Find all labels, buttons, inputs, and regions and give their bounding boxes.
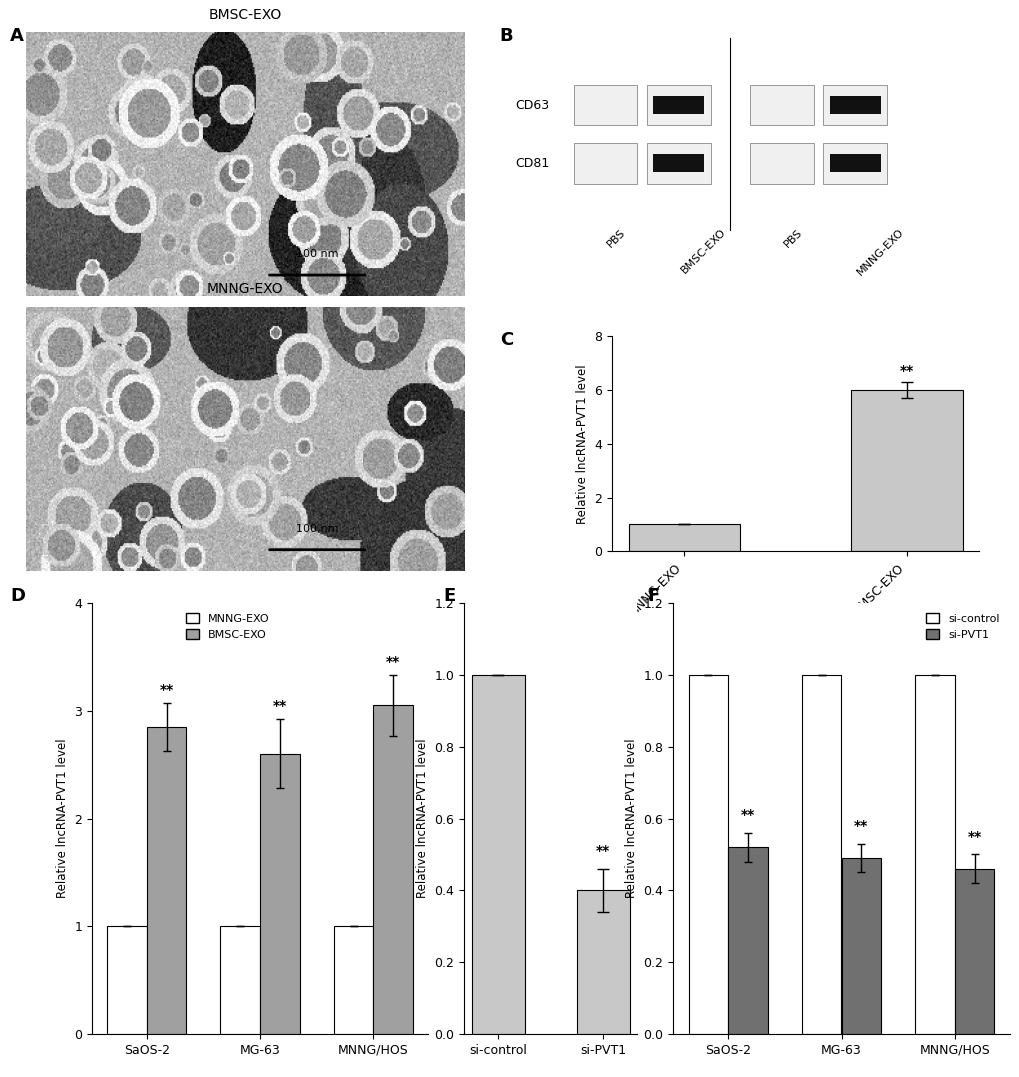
Text: **: **	[596, 844, 610, 858]
Bar	[646, 143, 710, 183]
Bar	[333, 926, 373, 1034]
Text: CD63: CD63	[515, 98, 548, 112]
Bar	[841, 858, 880, 1034]
Text: BMSC-EXO: BMSC-EXO	[208, 8, 281, 22]
Bar	[914, 675, 954, 1034]
Text: E: E	[443, 587, 455, 605]
Text: **: **	[740, 808, 754, 822]
Bar	[260, 754, 300, 1034]
Bar	[822, 85, 887, 125]
Text: **: **	[967, 829, 981, 843]
Legend: MNNG-EXO, BMSC-EXO: MNNG-EXO, BMSC-EXO	[181, 609, 274, 645]
Y-axis label: Relative lncRNA-PVT1 level: Relative lncRNA-PVT1 level	[416, 739, 428, 898]
Text: C: C	[499, 331, 513, 349]
Bar	[573, 143, 637, 183]
Bar	[107, 926, 147, 1034]
Bar	[653, 154, 704, 172]
Text: **: **	[899, 364, 913, 378]
Text: PBS: PBS	[781, 227, 803, 249]
Text: 100 nm: 100 nm	[296, 249, 338, 260]
Bar	[573, 85, 637, 125]
Bar	[577, 891, 629, 1034]
Text: D: D	[10, 587, 25, 605]
Bar	[646, 85, 710, 125]
Text: PBS: PBS	[605, 227, 627, 249]
Bar	[628, 524, 739, 551]
Text: **: **	[853, 819, 867, 833]
Text: BMSC-EXO: BMSC-EXO	[679, 227, 727, 276]
Bar	[728, 848, 767, 1034]
Bar	[822, 143, 887, 183]
Bar	[954, 869, 994, 1034]
Text: A: A	[10, 27, 24, 45]
Text: F: F	[647, 587, 659, 605]
Bar	[749, 85, 813, 125]
Text: **: **	[272, 699, 286, 713]
Text: **: **	[159, 683, 173, 697]
Text: **: **	[386, 655, 400, 669]
Bar	[373, 705, 413, 1034]
Bar	[653, 96, 704, 114]
Y-axis label: Relative lncRNA-PVT1 level: Relative lncRNA-PVT1 level	[575, 364, 588, 523]
Bar	[828, 154, 879, 172]
Bar	[801, 675, 841, 1034]
Bar	[220, 926, 260, 1034]
Text: MNNG-EXO: MNNG-EXO	[206, 282, 283, 296]
Y-axis label: Relative lncRNA-PVT1 level: Relative lncRNA-PVT1 level	[55, 739, 68, 898]
Text: CD81: CD81	[515, 156, 548, 170]
Bar	[147, 727, 186, 1034]
Bar	[828, 96, 879, 114]
Bar	[688, 675, 728, 1034]
Text: MNNG-EXO: MNNG-EXO	[854, 227, 905, 278]
Bar	[851, 390, 962, 551]
Text: 100 nm: 100 nm	[296, 523, 338, 534]
Text: B: B	[499, 27, 513, 45]
Bar	[472, 675, 524, 1034]
Y-axis label: Relative lncRNA-PVT1 level: Relative lncRNA-PVT1 level	[625, 739, 637, 898]
Legend: si-control, si-PVT1: si-control, si-PVT1	[921, 609, 1004, 645]
Bar	[749, 143, 813, 183]
